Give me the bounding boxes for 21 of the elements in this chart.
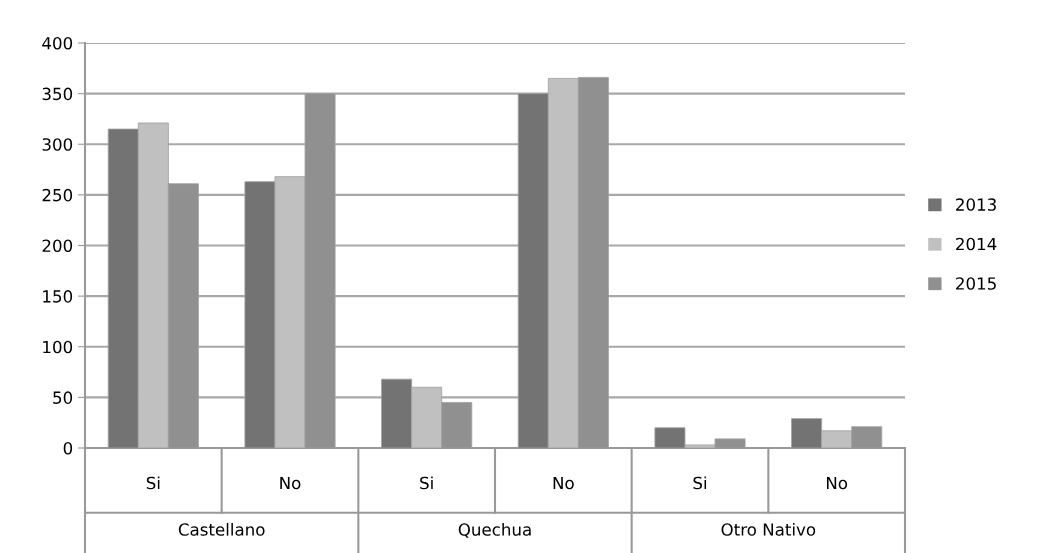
- y-tick-label: 100: [43, 340, 73, 354]
- x-tick-label: No: [280, 476, 301, 490]
- y-tick-label: 150: [43, 290, 73, 303]
- x-tick-label: No: [826, 476, 848, 490]
- legend-label: 2015: [956, 277, 996, 290]
- y-tick-label: 250: [42, 188, 73, 202]
- y-tick-label: 50: [53, 391, 73, 404]
- legend-label: 2013: [956, 198, 996, 211]
- text: Castellano: [178, 522, 265, 536]
- x-tick-label: Si: [420, 476, 433, 490]
- x-tick-label: Si: [146, 476, 160, 490]
- y-tick-label: 350: [42, 87, 73, 101]
- text: Otro Nativo: [721, 522, 816, 536]
- y-tick-label: 400: [42, 36, 73, 50]
- y-tick-label: 200: [42, 239, 73, 253]
- x-tick-label: Si: [693, 476, 707, 490]
- y-tick-label: 300: [42, 138, 73, 151]
- text: Quechua: [458, 522, 531, 538]
- y-tick-label: 0: [63, 441, 73, 455]
- x-tick-label: No: [553, 476, 574, 490]
- legend-label: 2014: [956, 237, 997, 251]
